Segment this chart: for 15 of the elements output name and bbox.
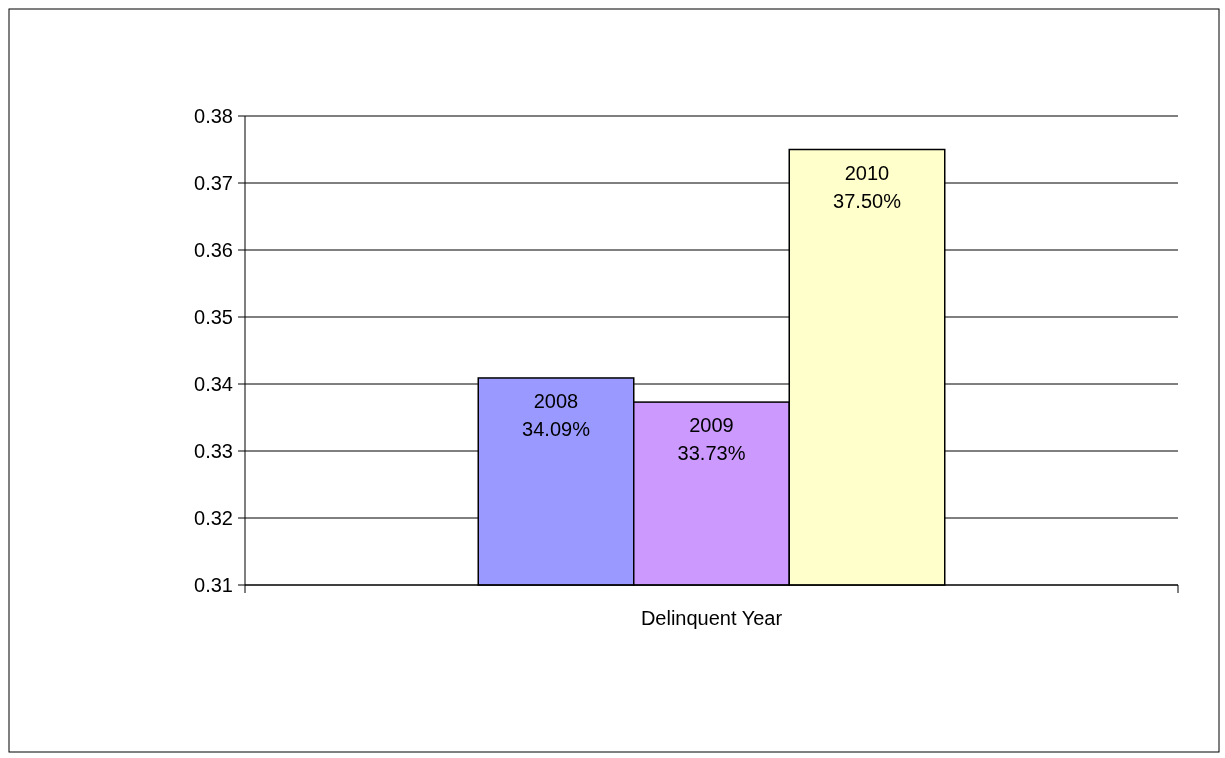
y-tick-label: 0.34 — [194, 373, 233, 395]
x-tick-label: Delinquent Year — [640, 607, 783, 629]
y-tick-label: 0.36 — [194, 239, 233, 261]
y-tick-label: 0.37 — [194, 172, 233, 194]
series-label: 2008 — [533, 389, 579, 412]
y-tick-label: 0.38 — [194, 105, 233, 127]
series-label: 2009 — [689, 414, 734, 437]
y-tick-label: 0.32 — [194, 507, 233, 529]
data-label: 33.73% — [677, 442, 746, 465]
series-label: 2010 — [844, 161, 890, 184]
y-tick-label: 0.31 — [194, 574, 233, 596]
y-tick-label: 0.33 — [194, 440, 233, 462]
data-label: 37.50% — [833, 189, 902, 212]
y-tick-label: 0.35 — [194, 306, 233, 328]
data-label: 34.09% — [522, 417, 591, 440]
